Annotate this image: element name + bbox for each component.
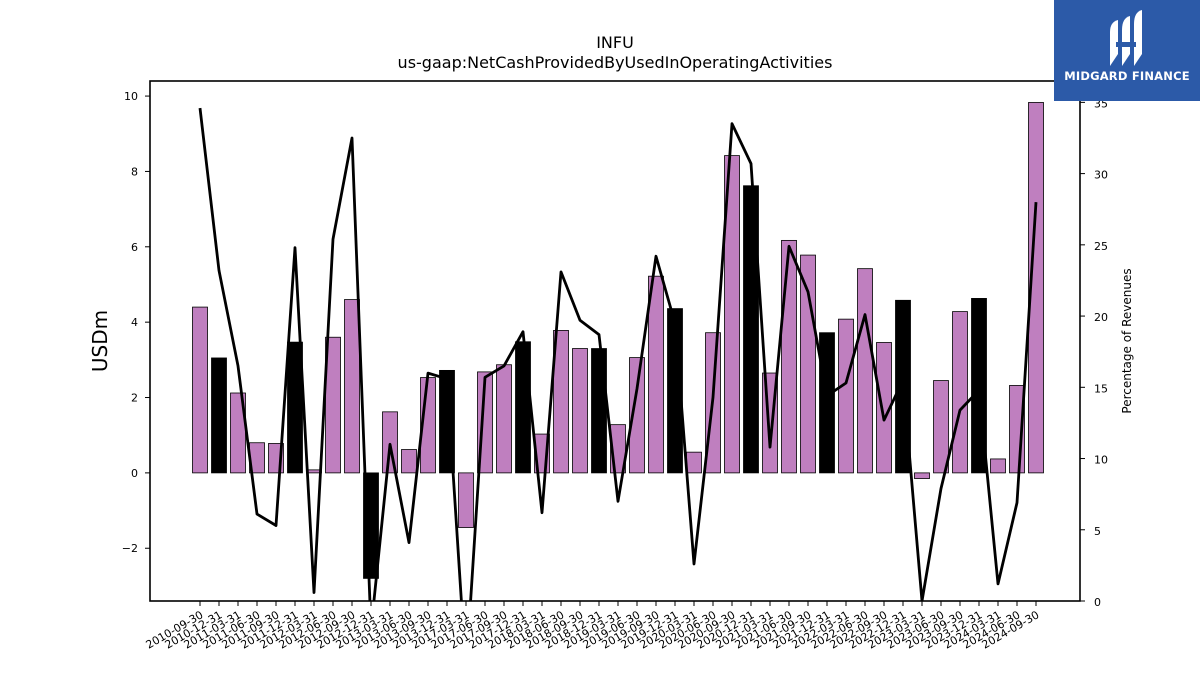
- chart-subtitle: us-gaap:NetCashProvidedByUsedInOperating…: [398, 53, 833, 72]
- bar: [743, 185, 759, 474]
- bar: [914, 472, 930, 479]
- bar: [781, 239, 797, 474]
- bar: [838, 318, 854, 474]
- bar: [325, 336, 341, 474]
- bar: [211, 357, 227, 474]
- bar: [192, 306, 208, 474]
- bar: [382, 411, 398, 474]
- bar: [933, 380, 949, 474]
- brand-logo: MIDGARD FINANCE: [1054, 0, 1200, 101]
- chart-title: INFU: [596, 33, 634, 52]
- bar: [401, 449, 417, 474]
- y2-tick-label: 30: [1094, 169, 1108, 182]
- bar: [857, 268, 873, 474]
- y-tick-label: 2: [131, 392, 138, 405]
- bar: [819, 332, 835, 474]
- bar: [629, 357, 645, 474]
- y2-tick-label: 10: [1094, 454, 1108, 467]
- logo-text: MIDGARD FINANCE: [1064, 69, 1190, 83]
- bar: [648, 275, 664, 474]
- y2-tick-label: 20: [1094, 311, 1108, 324]
- bar: [724, 155, 740, 474]
- series-line: [198, 107, 1038, 601]
- bar: [686, 451, 702, 474]
- bar: [990, 458, 1006, 474]
- y2-tick-label: 0: [1094, 596, 1101, 609]
- y2-tick-label: 5: [1094, 525, 1101, 538]
- y-tick-label: 6: [131, 241, 138, 254]
- y2-tick-label: 25: [1094, 240, 1108, 253]
- bar: [515, 341, 531, 474]
- bar: [876, 342, 892, 474]
- y-tick-label: 4: [131, 316, 138, 329]
- bar: [591, 348, 607, 474]
- y-tick-label: 10: [124, 90, 138, 103]
- y-tick-label: 8: [131, 165, 138, 178]
- y-axis-label: USDm: [88, 310, 112, 372]
- bar: [496, 364, 512, 474]
- bar: [667, 308, 683, 474]
- bar: [458, 472, 474, 528]
- plot-frame: [149, 80, 1081, 602]
- y2-tick-label: 15: [1094, 382, 1108, 395]
- y-tick-label: −2: [122, 542, 138, 555]
- logo-mark-icon: [1110, 10, 1142, 66]
- bar: [1028, 102, 1044, 474]
- bar: [572, 348, 588, 474]
- bar: [553, 330, 569, 474]
- bar: [344, 299, 360, 474]
- bar: [952, 311, 968, 474]
- y-tick-label: 0: [131, 467, 138, 480]
- y2-axis-label: Percentage of Revenues: [1120, 268, 1134, 413]
- bar: [800, 254, 816, 474]
